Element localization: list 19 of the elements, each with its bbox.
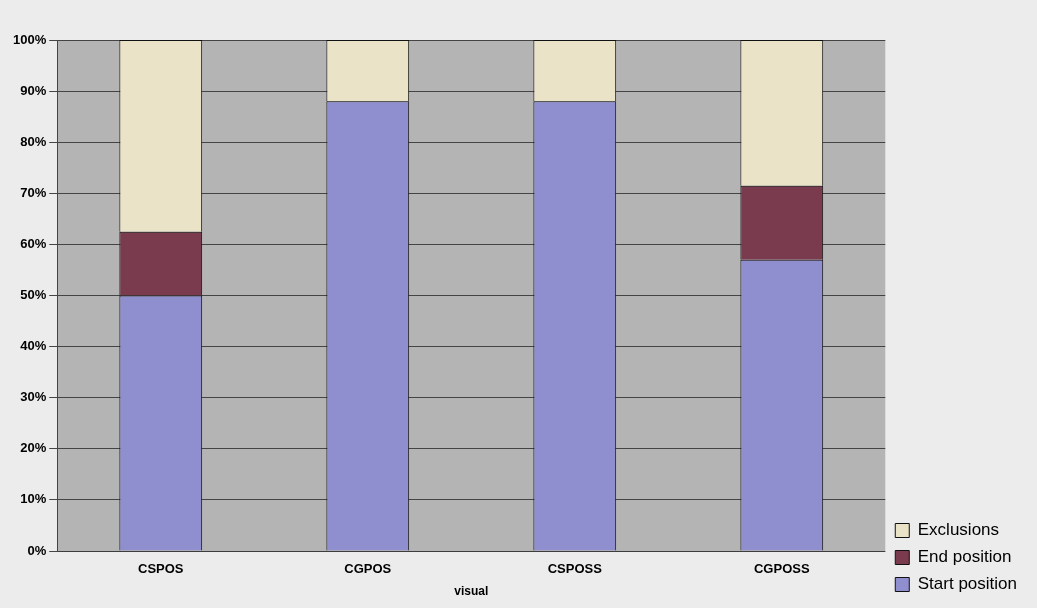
- y-tick-label: 80%: [20, 133, 47, 149]
- y-tick-label: 10%: [20, 491, 47, 507]
- x-tick-label: CGPOS: [344, 561, 392, 577]
- y-tick-label: 60%: [20, 235, 47, 251]
- legend-label: Start position: [917, 574, 1018, 594]
- x-tick-label: CSPOSS: [547, 561, 603, 577]
- y-tick-label: 0%: [27, 542, 47, 558]
- y-tick-label: 70%: [20, 184, 47, 200]
- y-tick-label: 40%: [20, 338, 47, 354]
- y-tick-label: 90%: [20, 82, 47, 98]
- x-axis-title: visual: [454, 584, 489, 599]
- y-tick-label: 20%: [20, 440, 47, 456]
- y-tick-label: 50%: [20, 287, 47, 303]
- x-tick-label: CGPOSS: [753, 561, 810, 577]
- x-tick-label: CSPOS: [138, 561, 184, 577]
- y-tick-label: 100%: [13, 31, 47, 47]
- legend-label: Exclusions: [917, 520, 1000, 540]
- legend-label: End position: [917, 547, 1012, 567]
- y-tick-label: 30%: [20, 389, 47, 405]
